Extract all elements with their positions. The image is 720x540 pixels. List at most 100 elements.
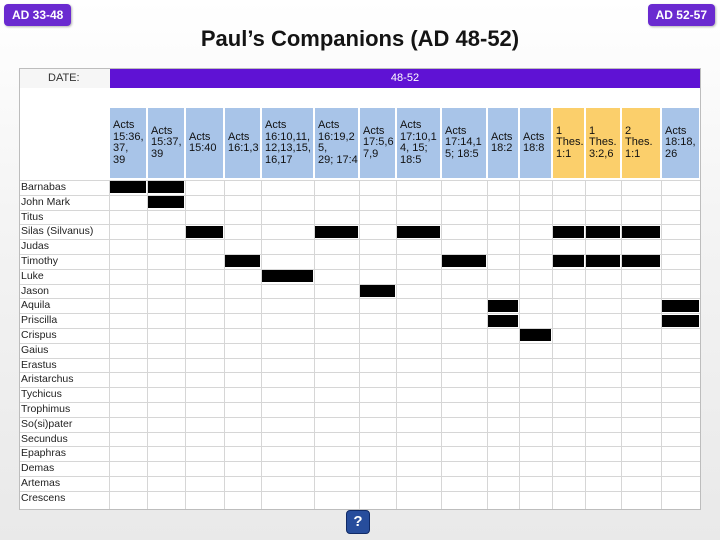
reference-header: Acts 16:10,11, 12,13,15, 16,17	[262, 108, 313, 178]
column-divider	[396, 180, 397, 509]
row-divider	[20, 209, 700, 211]
page-title: Paul’s Companions (AD 48-52)	[200, 26, 520, 51]
column-divider	[487, 180, 488, 509]
column-divider	[552, 180, 553, 509]
presence-mark	[186, 225, 223, 238]
presence-mark	[315, 225, 358, 238]
column-divider	[261, 180, 262, 509]
presence-mark	[442, 255, 486, 268]
companion-name: Crispus	[21, 329, 57, 341]
column-divider	[585, 180, 586, 509]
companion-name: Demas	[21, 462, 55, 475]
presence-mark	[553, 255, 584, 268]
reference-header: Acts 18:8	[520, 108, 551, 178]
presence-mark	[148, 181, 184, 194]
row-divider	[20, 446, 700, 448]
presence-mark	[262, 270, 313, 283]
reference-header: Acts 17:10,1 4, 15; 18:5	[397, 108, 440, 178]
presence-mark	[488, 299, 518, 312]
presence-mark	[110, 181, 146, 194]
row-divider	[20, 416, 700, 418]
companion-name: Trophimus	[21, 403, 71, 415]
row-divider	[20, 402, 700, 403]
help-button[interactable]: ?	[346, 510, 370, 534]
row-divider	[20, 194, 700, 196]
companion-name: Erastus	[21, 358, 57, 371]
companion-name: So(si)pater	[21, 417, 73, 430]
companion-name: Titus	[21, 210, 44, 223]
prev-period-button[interactable]: AD 33-48	[4, 4, 72, 26]
companion-name: Crescens	[21, 491, 66, 504]
row-divider	[20, 387, 700, 389]
reference-header: Acts 18:18, 26	[662, 108, 699, 178]
reference-header: Acts 17:5,6 7,9	[360, 108, 395, 178]
companion-name: Artemas	[21, 477, 61, 489]
reference-header: Acts 16:19,2 5, 29; 17:4	[315, 108, 358, 178]
row-divider	[20, 490, 700, 492]
date-range-bar: 48-52	[110, 69, 700, 88]
companion-name: Jason	[21, 284, 50, 297]
reference-header: 1 Thes. 3:2,6	[586, 108, 620, 178]
reference-header: Acts 15:37, 39	[148, 108, 184, 178]
reference-header: Acts 15:40	[186, 108, 223, 178]
presence-mark	[586, 225, 620, 238]
row-divider	[20, 328, 700, 329]
presence-mark	[397, 225, 440, 238]
row-divider	[20, 283, 700, 285]
reference-header: Acts 15:36, 37, 39	[110, 108, 146, 178]
row-divider	[20, 313, 700, 315]
column-divider	[661, 180, 662, 509]
companion-name: Timothy	[21, 255, 58, 267]
reference-header: Acts 18:2	[488, 108, 518, 178]
reference-header: 1 Thes. 1:1	[553, 108, 584, 178]
presence-mark	[360, 285, 395, 297]
companion-name: Gaius	[21, 343, 49, 356]
row-divider	[20, 476, 700, 477]
column-divider	[314, 180, 315, 509]
row-divider	[20, 180, 700, 181]
reference-header: Acts 17:14,1 5; 18:5	[442, 108, 486, 178]
row-divider	[20, 239, 700, 241]
row-divider	[20, 268, 700, 270]
presence-mark	[622, 225, 660, 238]
presence-mark	[662, 314, 699, 327]
column-divider	[519, 180, 520, 509]
next-period-button[interactable]: AD 52-57	[647, 4, 715, 26]
column-divider	[109, 180, 110, 509]
column-divider	[359, 180, 360, 509]
presence-mark	[586, 255, 620, 268]
column-divider	[185, 180, 186, 509]
presence-mark	[662, 299, 699, 312]
companion-name: John Mark	[21, 195, 71, 208]
presence-mark	[488, 314, 518, 327]
companion-name: Luke	[21, 269, 44, 282]
row-divider	[20, 224, 700, 226]
row-divider	[20, 461, 700, 463]
column-divider	[224, 180, 225, 509]
row-divider	[20, 357, 700, 359]
companion-name: Silas (Silvanus)	[21, 225, 94, 238]
companion-name: Aquila	[21, 299, 51, 312]
row-divider	[20, 342, 700, 344]
companions-table: DATE: 48-52 Acts 15:36, 37, 39 Acts 15:37…	[19, 68, 701, 510]
row-divider	[20, 298, 700, 300]
presence-mark	[553, 225, 584, 238]
row-divider	[20, 254, 700, 255]
date-label: DATE:	[20, 69, 110, 88]
companion-name: Aristarchus	[21, 373, 74, 386]
reference-header: 2 Thes. 1:1	[622, 108, 660, 178]
column-divider	[441, 180, 442, 509]
companion-name: Judas	[21, 240, 50, 253]
presence-mark	[622, 255, 660, 268]
column-divider	[147, 180, 148, 509]
row-divider	[20, 431, 700, 433]
presence-mark	[520, 329, 551, 342]
column-divider	[621, 180, 622, 509]
companion-name: Epaphras	[21, 447, 66, 460]
presence-mark	[225, 255, 260, 268]
companion-name: Priscilla	[21, 314, 58, 327]
reference-header: Acts 16:1,3	[225, 108, 260, 178]
table-header: DATE: 48-52	[20, 69, 700, 88]
companion-name: Barnabas	[21, 181, 66, 193]
companion-name: Secundus	[21, 432, 68, 445]
